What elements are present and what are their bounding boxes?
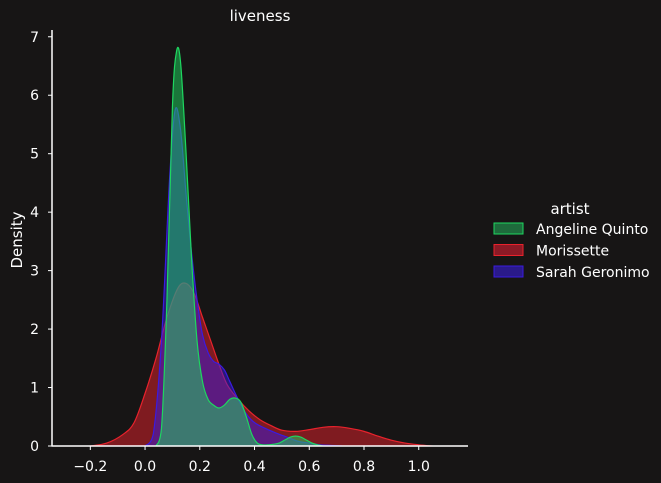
x-tick-label: 0.6 (298, 459, 320, 475)
density-area-angeline-quinto (156, 47, 323, 446)
legend-label-angeline-quinto: Angeline Quinto (536, 222, 648, 238)
y-tick-label: 7 (30, 30, 39, 46)
y-axis-title: Density (8, 211, 26, 268)
y-tick-label: 0 (30, 439, 39, 455)
x-tick-label: 0.2 (189, 459, 211, 475)
y-tick-label: 6 (30, 88, 39, 104)
x-tick-label: 0.8 (353, 459, 375, 475)
y-tick-label: 2 (30, 322, 39, 338)
x-tick-label: 0.0 (134, 459, 156, 475)
y-tick-label: 3 (30, 264, 39, 280)
x-tick-label: 1.0 (408, 459, 430, 475)
y-tick-label: 5 (30, 147, 39, 163)
density-line-morissette (90, 282, 433, 446)
density-area-morissette (90, 282, 433, 446)
legend: artist Angeline Quinto Morissette Sarah Ge… (493, 200, 650, 281)
legend-swatch-morissette (493, 244, 524, 256)
legend-title: artist (550, 200, 589, 218)
legend-label-sarah-geronimo: Sarah Geronimo (536, 265, 650, 281)
legend-swatch-sarah-geronimo (493, 265, 524, 278)
y-ticks: 0 1 2 3 4 5 6 7 (30, 30, 52, 455)
x-ticks: −0.2 0.0 0.2 0.4 0.6 0.8 1.0 (73, 446, 430, 475)
legend-items: Angeline Quinto Morissette Sarah Geronimo (493, 222, 650, 281)
density-line-angeline-quinto (155, 46, 324, 446)
y-tick-label: 4 (30, 205, 39, 221)
y-tick-label: 1 (30, 381, 39, 397)
legend-label-morissette: Morissette (536, 244, 609, 260)
legend-swatch-angeline-quinto (493, 222, 524, 235)
x-tick-label: 0.4 (243, 459, 265, 475)
density-areas (90, 46, 433, 446)
chart-title: liveness (230, 7, 291, 25)
x-tick-label: −0.2 (73, 459, 107, 475)
